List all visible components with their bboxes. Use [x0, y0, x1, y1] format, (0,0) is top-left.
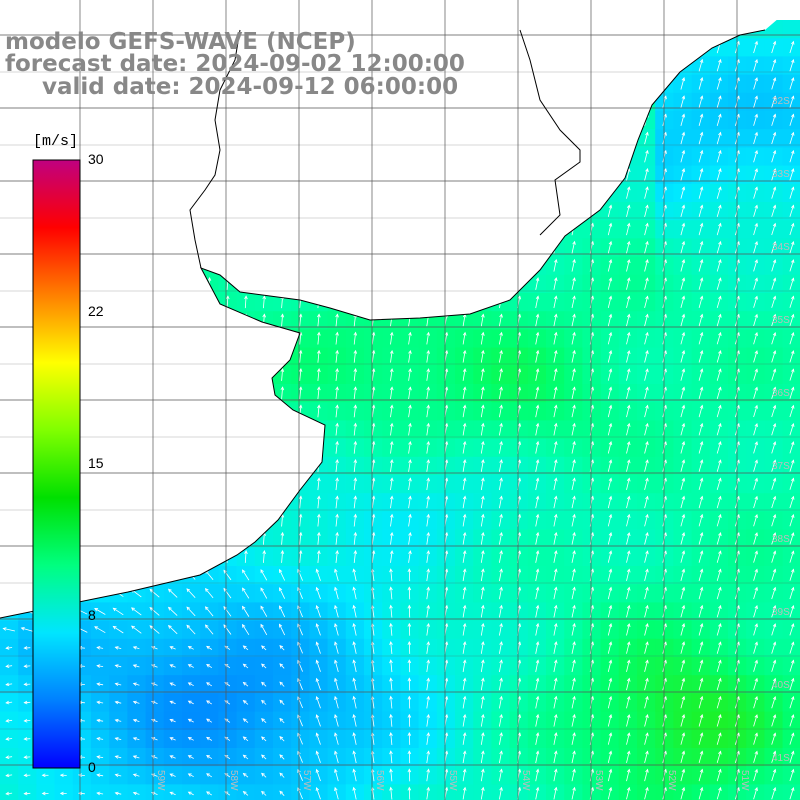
speed-cell — [54, 784, 74, 800]
latitude-label: 38S — [772, 534, 790, 545]
latitude-label: 32S — [772, 96, 790, 107]
colorbar-tick-label: 15 — [88, 455, 104, 471]
speed-cell — [72, 784, 92, 800]
title-valid-date: valid date: 2024-09-12 06:00:00 — [42, 74, 459, 100]
colorbar-gradient — [32, 159, 81, 769]
longitude-label: 58W — [228, 770, 239, 791]
longitude-label: 52W — [666, 770, 677, 791]
speed-cell — [18, 784, 37, 800]
longitude-label: 54W — [520, 770, 531, 791]
speed-cell — [109, 784, 128, 800]
latitude-label: 36S — [772, 388, 790, 399]
colorbar-unit-label: [m/s] — [33, 133, 79, 150]
latitude-label: 34S — [772, 242, 790, 253]
longitude-label: 59W — [155, 770, 166, 791]
longitude-label: 56W — [374, 770, 385, 791]
speed-cell — [345, 784, 365, 800]
speed-cell — [36, 784, 56, 800]
speed-cell — [782, 784, 800, 800]
colorbar-tick-label: 8 — [88, 607, 96, 623]
latitude-label: 41S — [772, 753, 790, 764]
colorbar-tick-label: 0 — [88, 759, 96, 775]
speed-cell — [91, 784, 110, 800]
latitude-label: 39S — [772, 607, 790, 618]
speed-cell — [327, 784, 347, 800]
longitude-label: 53W — [593, 770, 604, 791]
colorbar-tick-label: 30 — [88, 151, 104, 167]
speed-cell — [0, 784, 19, 800]
longitude-label: 57W — [301, 770, 312, 791]
latitude-label: 40S — [772, 680, 790, 691]
latitude-label: 35S — [772, 315, 790, 326]
speed-cell — [782, 20, 800, 39]
latitude-label: 37S — [772, 461, 790, 472]
colorbar-tick-label: 22 — [88, 303, 104, 319]
longitude-label: 55W — [447, 770, 458, 791]
title-forecast-date: forecast date: 2024-09-02 12:00:00 — [5, 51, 465, 77]
colorbar — [32, 159, 81, 769]
longitude-label: 51W — [739, 770, 750, 791]
latitude-label: 33S — [772, 169, 790, 180]
